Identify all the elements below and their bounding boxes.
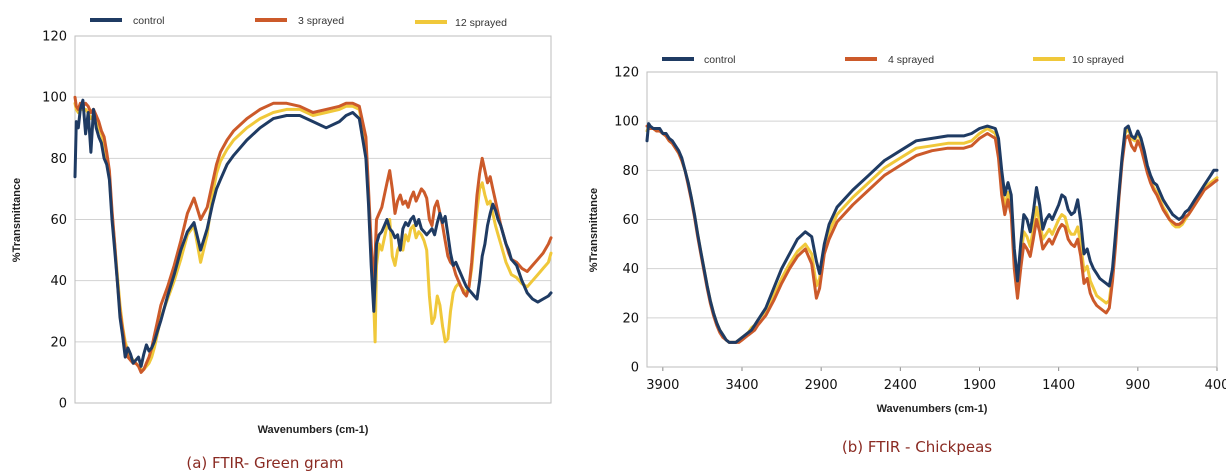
x-tick-label: 900 — [1125, 378, 1150, 393]
y-tick-label: 80 — [622, 164, 639, 179]
x-tick-label: 400 — [1205, 378, 1226, 393]
x-tick-label: 1900 — [963, 378, 996, 393]
x-axis-label: Wavenumbers (cm-1) — [258, 424, 369, 436]
legend-label: control — [133, 15, 165, 27]
y-tick-label: 120 — [42, 30, 67, 45]
series-line-control — [73, 98, 553, 368]
legend-label: control — [704, 54, 736, 66]
y-axis-label: %Transmittance — [588, 188, 600, 272]
y-tick-label: 60 — [622, 213, 639, 228]
y-tick-label: 80 — [50, 152, 67, 167]
legend-label: 12 sprayed — [455, 17, 507, 29]
y-tick-label: 20 — [50, 335, 67, 350]
legend-label: 4 sprayed — [888, 54, 934, 66]
chart-panel-2: 0 20 40 60 80 100 120 3900 3400 2900 2400 1900 1400 9… — [588, 54, 1226, 456]
y-tick-label: 40 — [622, 262, 639, 277]
plot-frame — [646, 71, 1218, 368]
y-tick-label: 120 — [614, 66, 639, 81]
chart-caption: (a) FTIR- Green gram — [186, 454, 343, 472]
y-tick-label: 20 — [622, 311, 639, 326]
x-tick-label: 2900 — [805, 378, 838, 393]
x-axis-label: Wavenumbers (cm-1) — [877, 403, 988, 415]
y-tick-label: 100 — [614, 115, 639, 130]
y-tick-label: 40 — [50, 274, 67, 289]
y-tick-label: 0 — [59, 397, 67, 412]
series-line-4-sprayed — [645, 124, 1219, 344]
series-line-3-sprayed — [73, 95, 553, 374]
series-line-control — [645, 122, 1219, 344]
plot-frame — [74, 35, 552, 404]
legend-label: 3 sprayed — [298, 15, 344, 27]
x-tick-label: 2400 — [884, 378, 917, 393]
chart-caption: (b) FTIR - Chickpeas — [842, 438, 992, 456]
x-tick-label: 3400 — [725, 378, 758, 393]
y-axis-label: %Transmittance — [11, 178, 23, 262]
series-line-12-sprayed — [73, 101, 553, 371]
y-tick-label: 60 — [50, 213, 67, 228]
y-tick-label: 100 — [42, 91, 67, 106]
x-tick-label: 3900 — [646, 378, 679, 393]
series-line-10-sprayed — [645, 124, 1219, 344]
y-tick-label: 0 — [631, 361, 639, 376]
chart-panel-1: 0 20 40 60 80 100 120 control 3 sprayed 12 spraye… — [11, 15, 553, 472]
x-tick-label: 1400 — [1042, 378, 1075, 393]
legend-label: 10 sprayed — [1072, 54, 1124, 66]
